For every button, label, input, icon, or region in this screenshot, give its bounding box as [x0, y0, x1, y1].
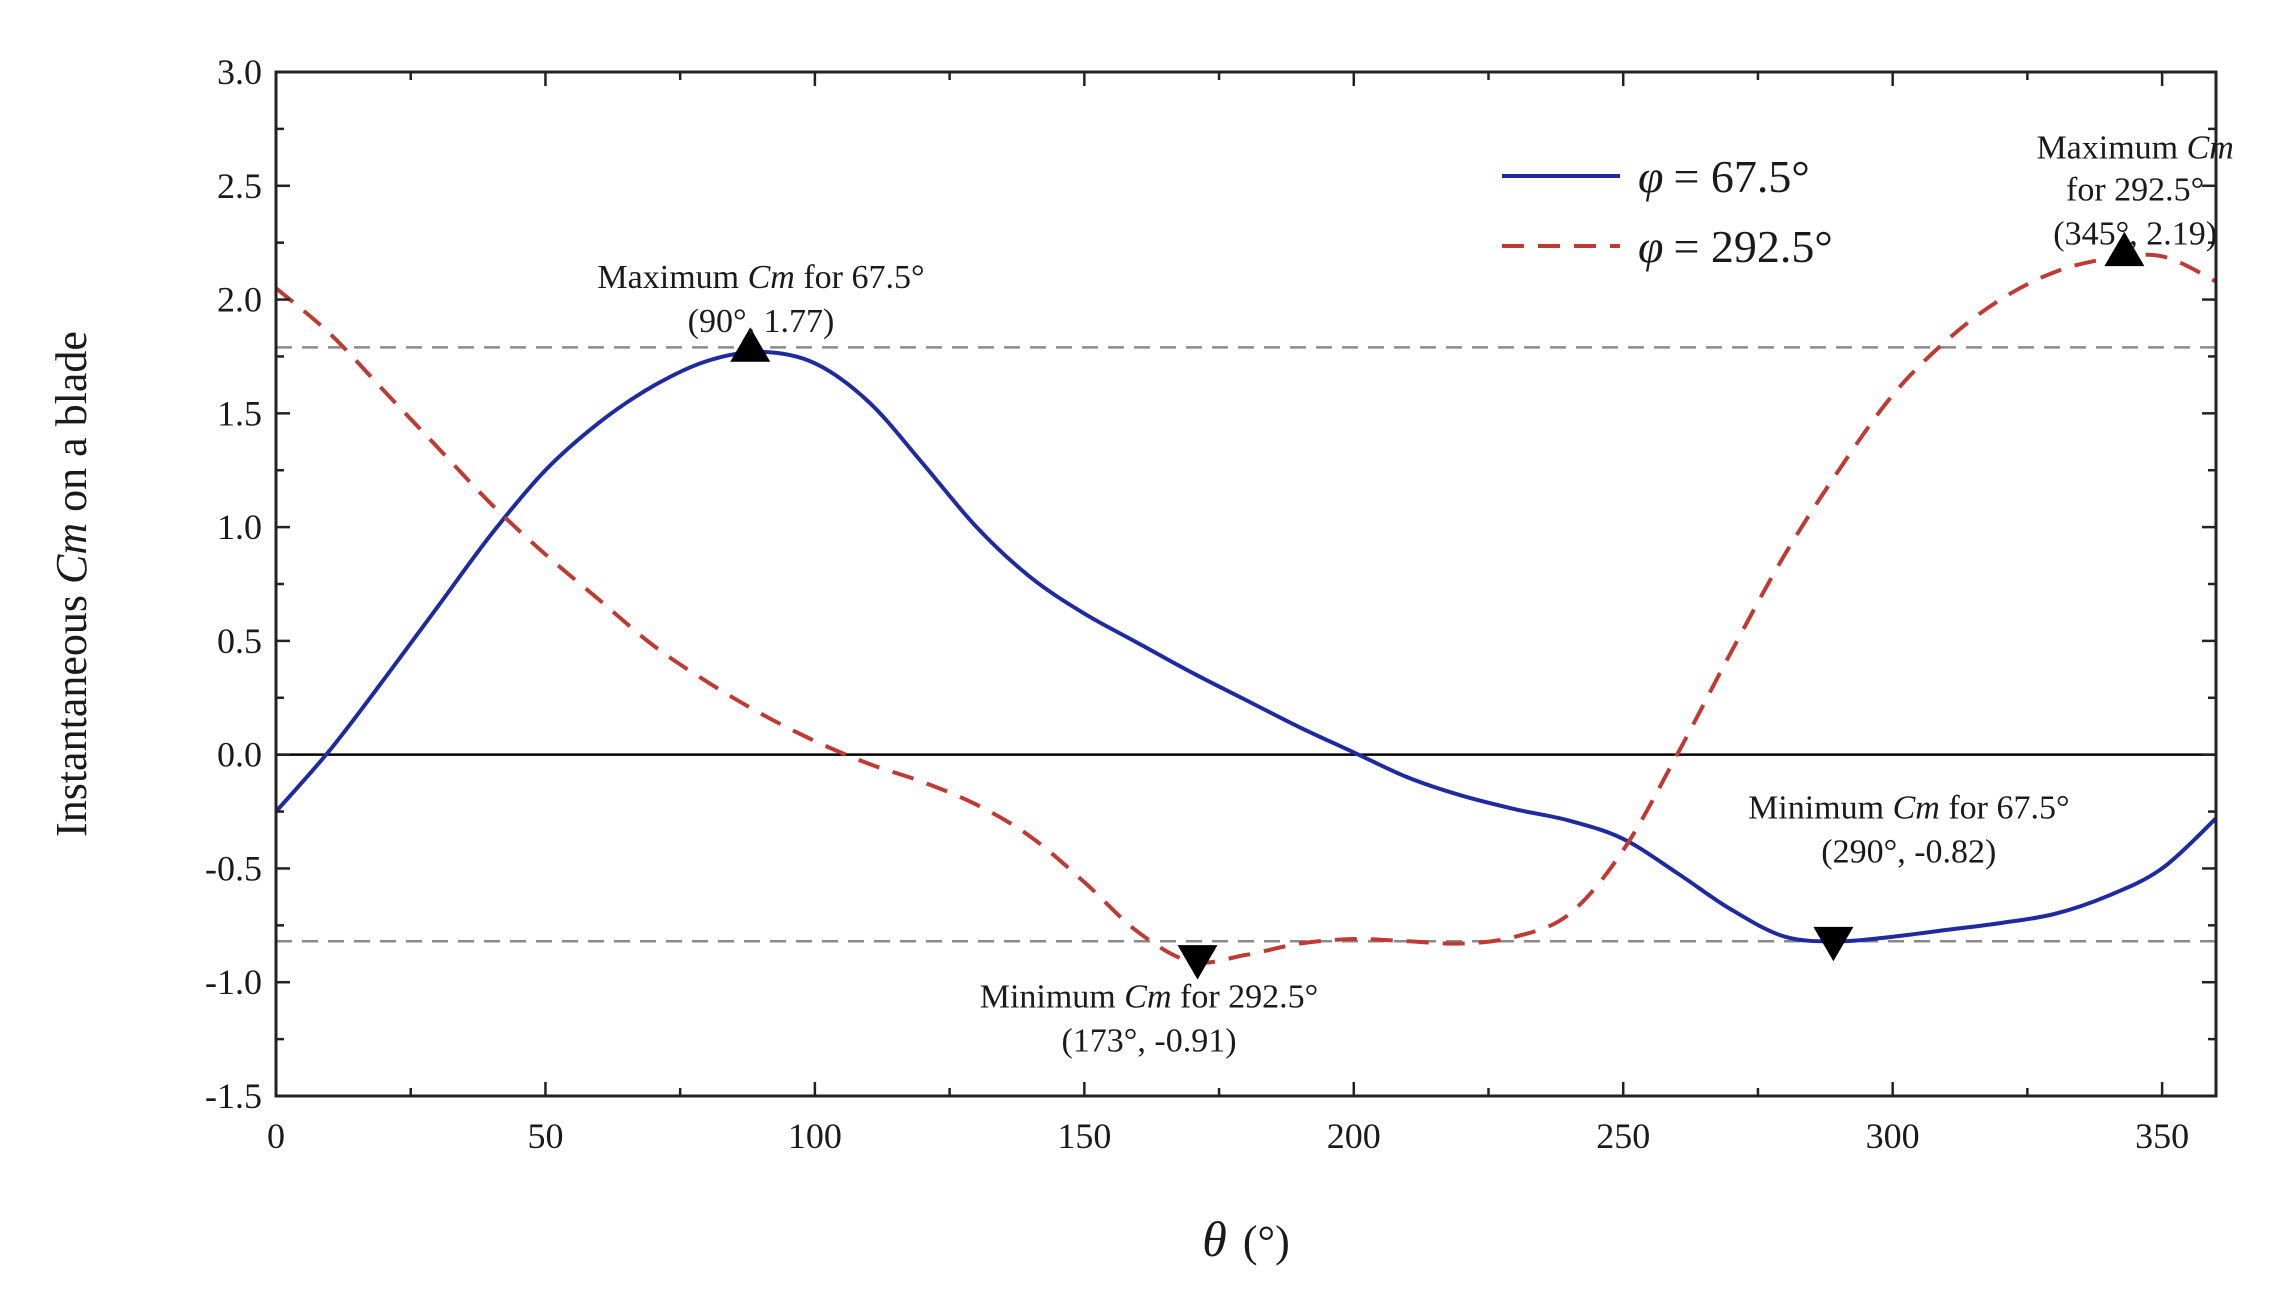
annotation-value-0: (90°, 1.77): [688, 303, 835, 340]
legend-label-phi-292-5: φ = 292.5°: [1638, 221, 1833, 272]
x-tick-label: 250: [1596, 1116, 1650, 1156]
annotation-title-0: Maximum Cm for 67.5°: [597, 259, 924, 296]
y-tick-label: 1.5: [217, 393, 262, 433]
y-tick-label: 2.5: [217, 166, 262, 206]
y-tick-label: 2.0: [217, 280, 262, 320]
x-tick-label: 50: [527, 1116, 563, 1156]
y-axis-title: Instantaneous Cm on a blade: [47, 331, 96, 837]
series-line-1: [276, 252, 2216, 965]
x-axis-symbol: θ: [1202, 1211, 1227, 1267]
x-tick-label: 300: [1866, 1116, 1920, 1156]
x-tick-label: 350: [2135, 1116, 2189, 1156]
annotation-value-1: (345°, 2.19): [2053, 215, 2217, 252]
extremum-markers: [730, 231, 2145, 980]
y-axis-title-suffix: on a blade: [47, 331, 96, 523]
annotation-title-1: Maximum Cm: [2036, 129, 2233, 166]
x-tick-label: 150: [1057, 1116, 1111, 1156]
y-tick-label: -0.5: [205, 848, 262, 888]
x-tick-label: 100: [788, 1116, 842, 1156]
x-axis-title: θ (°): [1202, 1211, 1289, 1267]
axis-ticks: 0 50 100 150 200 250 300 350 -1.5 -1.0 -0.5 0.0 0.5 1…: [205, 52, 2216, 1156]
annotation-title-3: Minimum Cm for 292.5°: [980, 978, 1319, 1015]
y-tick-label: -1.5: [205, 1076, 262, 1116]
annotation-value-3: (173°, -0.91): [1061, 1022, 1236, 1059]
annotations: Maximum Cm for 67.5° (90°, 1.77) Maximum C…: [597, 129, 2233, 1059]
annotation-title-2: Minimum Cm for 67.5°: [1748, 789, 2070, 826]
series-lines: [276, 252, 2216, 965]
legend-symbol-1: φ: [1638, 151, 1663, 202]
legend: φ = 67.5° φ = 292.5°: [1502, 151, 1833, 272]
legend-value-2: = 292.5°: [1673, 221, 1832, 272]
minimum-marker: [1813, 926, 1854, 962]
legend-symbol-2: φ: [1638, 221, 1663, 272]
y-tick-label: 0.0: [217, 735, 262, 775]
annotation-value-2: (290°, -0.82): [1821, 833, 1996, 870]
y-axis-title-prefix: Instantaneous: [47, 584, 96, 837]
x-tick-label: 0: [267, 1116, 285, 1156]
y-tick-label: 0.5: [217, 621, 262, 661]
legend-value-1: = 67.5°: [1673, 151, 1809, 202]
legend-label-phi-67-5: φ = 67.5°: [1638, 151, 1810, 202]
y-axis-title-italic: Cm: [47, 523, 96, 584]
y-tick-label: 3.0: [217, 52, 262, 92]
series-line-0: [276, 349, 2216, 944]
maximum-marker: [730, 327, 771, 362]
maximum-marker: [2104, 231, 2145, 267]
reference-lines: [276, 346, 2216, 943]
minimum-marker: [1177, 945, 1218, 980]
x-axis-unit: (°): [1243, 1217, 1290, 1266]
x-tick-label: 200: [1327, 1116, 1381, 1156]
annotation-subtitle-1: for 292.5°: [2066, 171, 2204, 208]
y-tick-label: -1.0: [205, 962, 262, 1002]
y-tick-label: 1.0: [217, 507, 262, 547]
